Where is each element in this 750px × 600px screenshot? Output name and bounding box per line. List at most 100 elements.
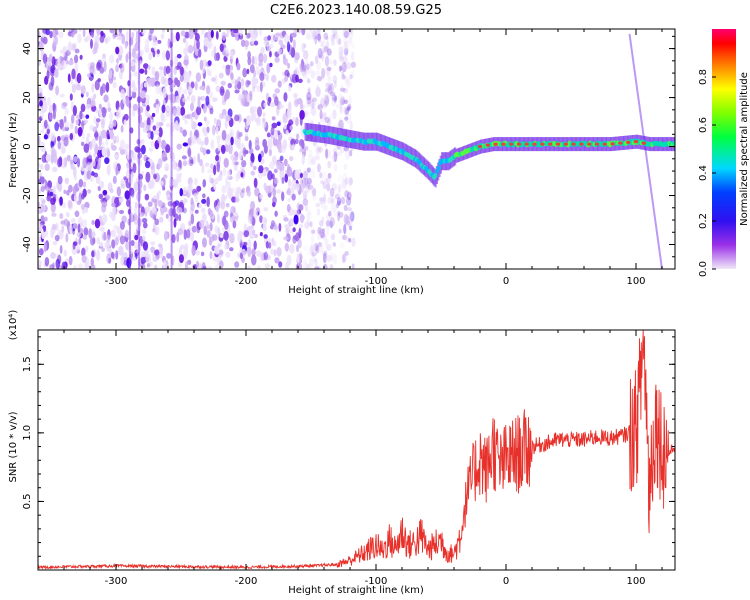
spectrogram-noise-blob (317, 101, 323, 109)
spectrogram-noise-blob (69, 132, 74, 141)
spectrogram-noise-blob (182, 88, 188, 95)
spectrogram-noise-blob (319, 230, 324, 235)
spectrogram-noise-blob (340, 96, 345, 106)
spectrogram-noise-blob (319, 109, 323, 120)
spectrogram-noise-blob (166, 252, 172, 259)
spectrogram-noise-blob (240, 172, 244, 178)
spectrogram-noise-blob (213, 164, 217, 176)
spectrogram-noise-blob (225, 48, 229, 55)
spectrogram-noise-blob (315, 154, 320, 160)
spectrogram-noise-blob (267, 238, 272, 244)
spectrogram-noise-blob (157, 158, 163, 169)
spectrogram-noise-blob (334, 193, 340, 200)
spectrogram-noise-blob (335, 103, 342, 109)
spectrogram-noise-blob (44, 229, 49, 238)
spectrogram-noise-blob (288, 218, 294, 227)
spectrogram-noise-blob (294, 29, 298, 34)
spectrogram-noise-blob (301, 154, 305, 166)
spectrogram-noise-blob (82, 157, 88, 169)
spectrogram-noise-blob (329, 251, 334, 261)
spectrogram-noise-blob (145, 171, 151, 183)
spectrogram-noise-blob (265, 185, 271, 194)
spectrogram-noise-blob (344, 116, 349, 121)
spectrogram-noise-blob (196, 39, 200, 50)
spectrogram-noise-blob (283, 236, 289, 241)
spectrogram-noise-blob (239, 252, 244, 260)
spectrogram-noise-blob (234, 79, 239, 86)
spectrogram-noise-blob (203, 116, 207, 122)
spectrogram-noise-blob (248, 148, 254, 155)
spectrogram-noise-blob (172, 160, 177, 170)
spectrogram-noise-blob (225, 202, 230, 208)
spectrogram-noise-blob (341, 179, 347, 190)
spectrogram-noise-blob (178, 213, 182, 222)
snr-ticks: -300 -200 -100 0 100 0.5 1.0 1.5 (22, 330, 675, 587)
spectrogram-noise-blob (259, 193, 264, 199)
spectrogram-noise-blob (158, 70, 164, 78)
spectrogram-noise-blob (331, 232, 335, 239)
spectrogram-noise-blob (284, 75, 288, 82)
spectrogram-noise-blob (220, 194, 226, 203)
spectrogram-noise-blob (173, 66, 177, 76)
spectrogram-noise-blob (159, 216, 164, 223)
spectrogram-noise-blob (190, 231, 195, 242)
spectrogram-noise-blob (348, 36, 353, 47)
spectrogram-noise-blob (269, 102, 276, 108)
spectrogram-noise-blob (282, 53, 286, 59)
spectrogram-noise-blob (73, 264, 77, 269)
spectrogram-noise-blob (299, 62, 304, 73)
spectrogram-noise-blob (338, 93, 344, 104)
spectrogram-noise-blob (263, 144, 268, 154)
spectrogram-noise-blob (215, 85, 221, 93)
spectrogram-noise-blob (348, 212, 353, 221)
spectrogram-noise-blob (73, 241, 78, 246)
spectrogram-noise-blob (159, 245, 164, 255)
spectrogram-noise-blob (317, 226, 322, 235)
spectrogram-noise-blob (349, 225, 352, 231)
spectrogram-noise-blob (343, 204, 348, 212)
spectrogram-noise-blob (317, 242, 323, 248)
spectrogram-noise-blob (201, 198, 207, 204)
spectrogram-noise-blob (269, 50, 272, 58)
spectrogram-noise-blob (307, 88, 311, 95)
spectrogram-noise-blob (262, 216, 267, 226)
snr-series (38, 330, 675, 570)
spectrogram-noise-blob (65, 212, 70, 218)
spectrogram-noise-blob (218, 72, 224, 79)
spectrogram-noise-blob (101, 106, 106, 114)
spectrogram-noise-blob (59, 93, 65, 98)
spectrogram-noise-blob (103, 94, 109, 103)
spectrogram-noise-blob (303, 111, 310, 116)
spectrogram-noise-blob (316, 147, 321, 156)
spectrogram-noise-blob (286, 166, 293, 177)
spectrogram-noise-blob (222, 64, 226, 70)
spectrogram-noise-blob (45, 153, 51, 162)
spectrogram-noise-blob (149, 261, 153, 267)
spectrogram-noise-blob (131, 91, 137, 99)
spectrogram-noise-blob (114, 154, 119, 159)
spectrogram-noise-blob (351, 237, 356, 248)
spectrogram-noise-blob (325, 219, 331, 227)
spectrogram-noise-blob (210, 163, 214, 170)
spectrogram-noise-blob (275, 189, 282, 194)
spectrogram-noise-blob (150, 178, 155, 189)
spectrogram-noise-blob (216, 135, 221, 141)
spectrogram-noise-blob (298, 168, 302, 174)
spectrogram-noise-blob (256, 265, 261, 269)
spectrogram-noise-blob (249, 93, 253, 101)
spectrogram-noise-blob (100, 57, 107, 63)
spectrogram-noise-blob (333, 206, 338, 217)
x-tick-label: -100 (365, 276, 388, 287)
spectrogram-noise-blob (196, 260, 200, 268)
spectrogram-noise-blob (199, 219, 205, 229)
spectrogram-noise-blob (129, 61, 135, 67)
spectrogram-noise-blob (270, 126, 275, 136)
spectrogram-noise-blob (311, 106, 317, 117)
x-tick-label: -100 (365, 576, 388, 587)
spectrogram-noise-blob (69, 76, 74, 85)
spectrogram-noise-blob (38, 201, 41, 208)
spectrogram-noise-blob (42, 53, 48, 64)
spectrogram-noise-blob (182, 198, 188, 204)
spectrogram-noise-blob (338, 151, 342, 156)
spectrogram-noise-blob (201, 95, 207, 101)
